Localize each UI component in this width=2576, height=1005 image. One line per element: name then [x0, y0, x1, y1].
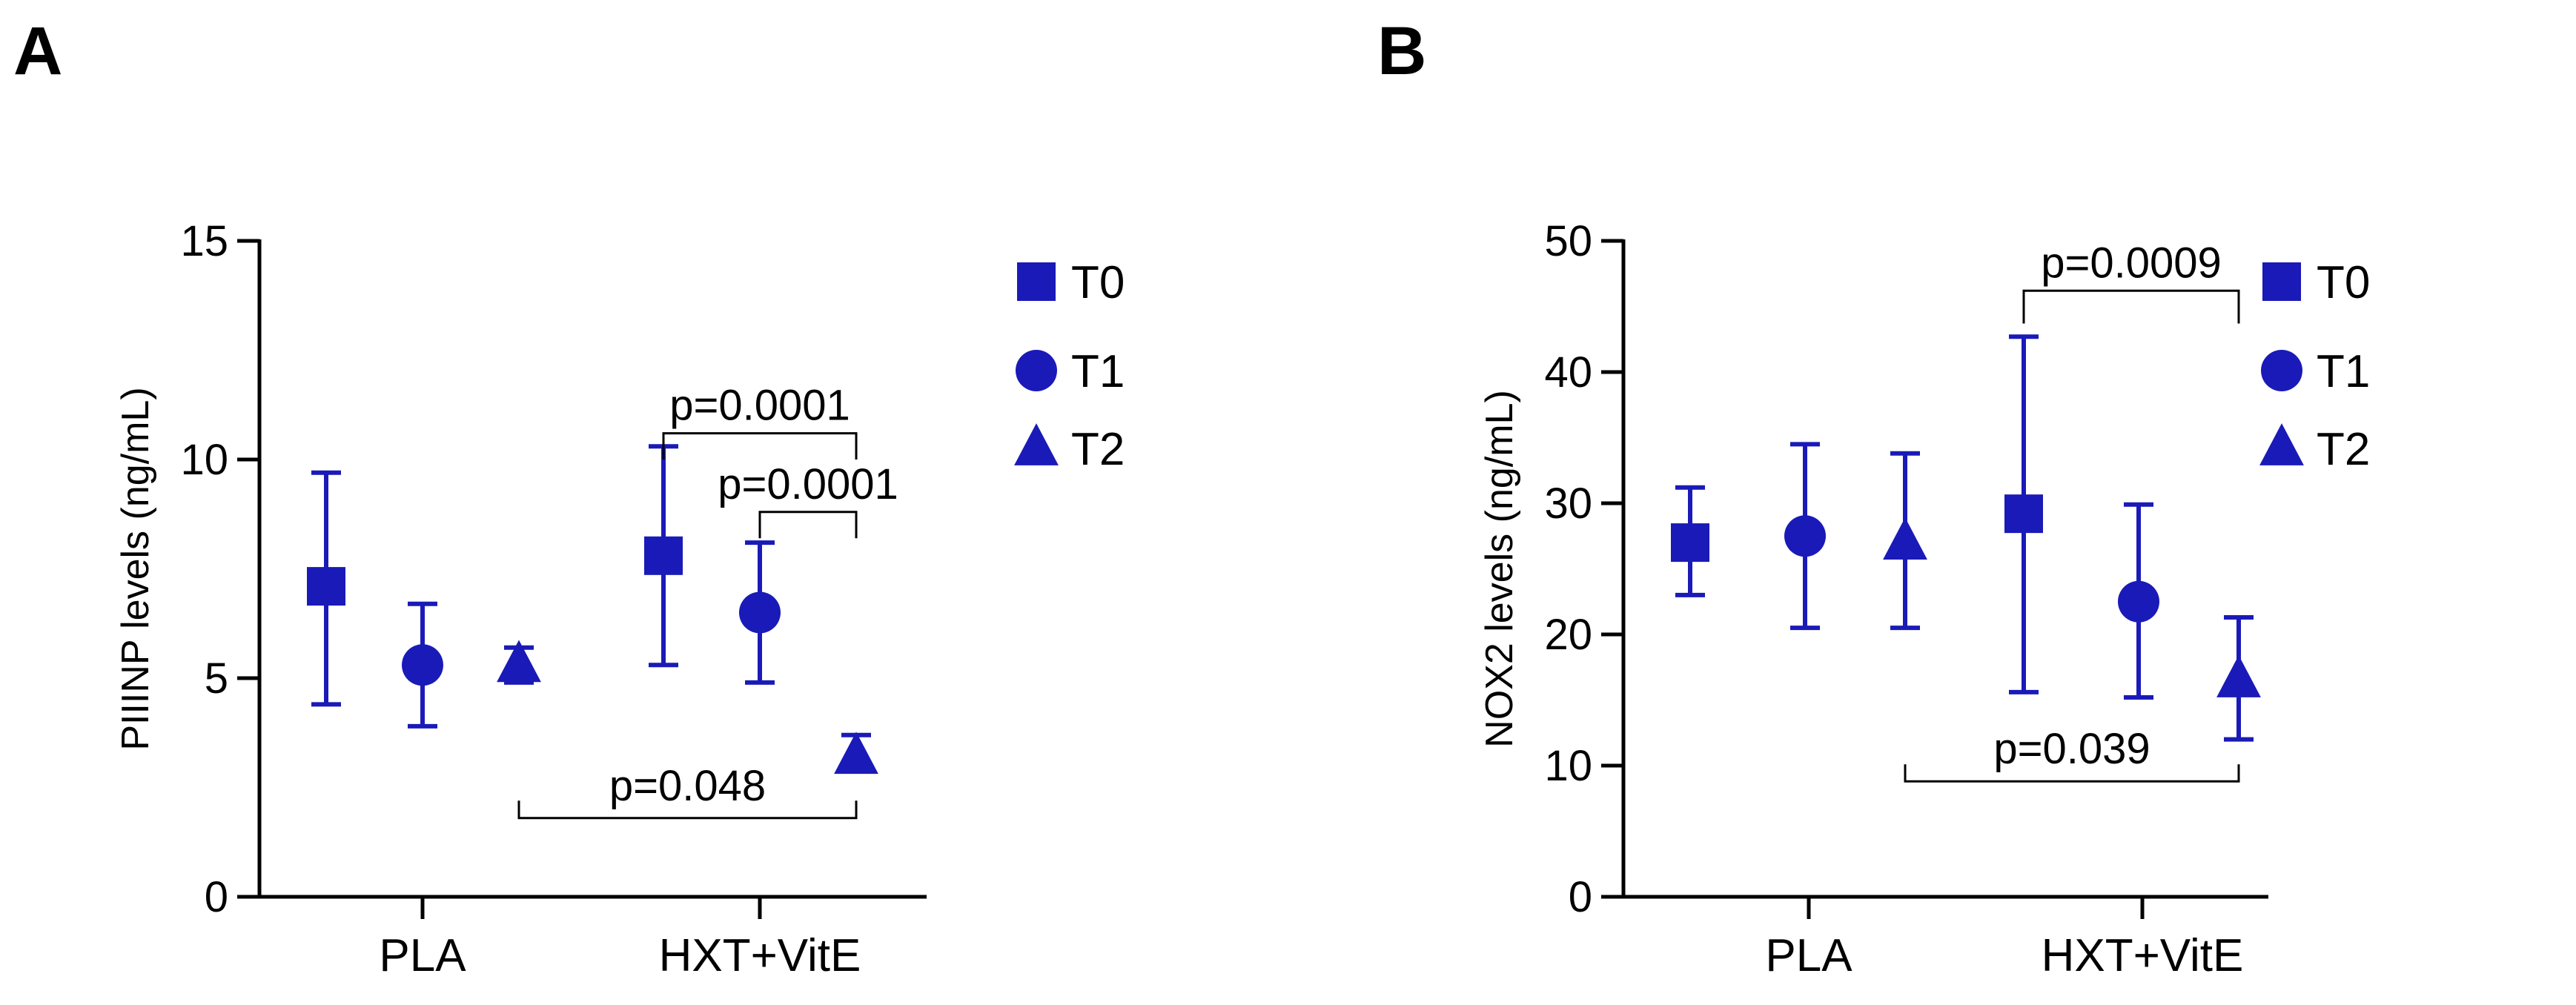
data-point — [2118, 502, 2159, 700]
y-axis-title: PIIINP levels (ng/mL) — [114, 387, 157, 750]
legend-marker-t2 — [1014, 423, 1059, 465]
bracket-line — [2022, 289, 2240, 324]
y-tick-label: 10 — [180, 436, 228, 484]
significance-bracket: p=0.0001 — [662, 382, 858, 460]
marker-t2 — [834, 732, 878, 775]
marker-t2 — [1883, 517, 1927, 560]
y-tick-label: 15 — [180, 217, 228, 265]
p-value-label: p=0.039 — [1993, 725, 2150, 773]
legend: T0 T1 T2 — [1014, 257, 1125, 475]
marker-t2 — [497, 640, 541, 683]
y-axis-title: NOX2 levels (ng/mL) — [1478, 390, 1521, 748]
y-tick-label: 20 — [1544, 611, 1592, 659]
marker-t0 — [2004, 494, 2043, 534]
panel-letter: B — [1377, 13, 1426, 89]
x-tick-label: PLA — [1765, 930, 1852, 981]
bracket-line — [758, 511, 858, 539]
x-tick-label: HXT+VitE — [2042, 930, 2244, 981]
marker-t0 — [307, 567, 345, 606]
marker-t1 — [2118, 580, 2159, 623]
legend-marker-t1 — [2261, 350, 2302, 391]
legend: T0 T1 T2 — [2259, 257, 2370, 475]
y-tick-label: 40 — [1544, 348, 1592, 397]
legend-label: T2 — [2317, 424, 2370, 475]
marker-t1 — [402, 644, 443, 686]
data-point — [2004, 334, 2043, 694]
y-tick-label: 5 — [205, 654, 228, 703]
data-point — [2216, 614, 2261, 742]
significance-bracket: p=0.0009 — [2022, 239, 2240, 324]
p-value-label: p=0.048 — [609, 762, 766, 810]
y-tick-label: 10 — [1544, 742, 1592, 790]
y-tick-label: 30 — [1544, 480, 1592, 528]
bracket-line — [1904, 764, 2240, 783]
bracket-line — [517, 800, 858, 820]
bracket-line — [662, 432, 858, 460]
legend-marker-t1 — [1016, 350, 1057, 391]
legend-label: T2 — [1071, 424, 1125, 475]
data-point — [1784, 442, 1826, 631]
marker-t1 — [1784, 515, 1826, 557]
panel-A: A 0 5 10 15 PIIINP levels (ng/mL) PLA HXT+VitE p… — [13, 13, 1125, 981]
data-point — [834, 732, 878, 775]
legend-marker-t0 — [1017, 262, 1056, 301]
data-point — [1671, 485, 1709, 597]
data-point — [1883, 451, 1927, 631]
y-tick-label: 50 — [1544, 217, 1592, 265]
significance-bracket: p=0.048 — [517, 762, 858, 820]
panel-B: B 0 10 20 30 40 50 NOX2 levels (ng/mL) PLA HXT+Vi… — [1377, 13, 2370, 981]
legend-label: T0 — [2317, 257, 2370, 308]
data-point — [644, 444, 683, 668]
legend-marker-t2 — [2259, 423, 2304, 465]
significance-bracket: p=0.039 — [1904, 725, 2240, 783]
p-value-label: p=0.0001 — [669, 382, 850, 430]
marker-t0 — [1671, 523, 1709, 563]
legend-marker-t0 — [2262, 262, 2301, 301]
legend-label: T1 — [2317, 346, 2370, 397]
y-tick-label: 0 — [205, 873, 228, 921]
data-point — [402, 601, 443, 729]
panel-letter: A — [13, 13, 62, 89]
data-point — [497, 640, 541, 685]
x-tick-label: HXT+VitE — [659, 930, 861, 981]
marker-t1 — [739, 591, 781, 634]
data-point — [739, 540, 781, 685]
y-tick-label: 0 — [1569, 873, 1592, 921]
p-value-label: p=0.0009 — [2041, 239, 2222, 287]
data-point — [307, 470, 345, 707]
x-tick-label: PLA — [379, 930, 466, 981]
legend-label: T0 — [1071, 257, 1125, 308]
marker-t2 — [2216, 655, 2261, 697]
marker-t0 — [644, 536, 683, 575]
legend-label: T1 — [1071, 346, 1125, 397]
significance-bracket: p=0.0001 — [718, 460, 898, 539]
p-value-label: p=0.0001 — [718, 460, 898, 508]
